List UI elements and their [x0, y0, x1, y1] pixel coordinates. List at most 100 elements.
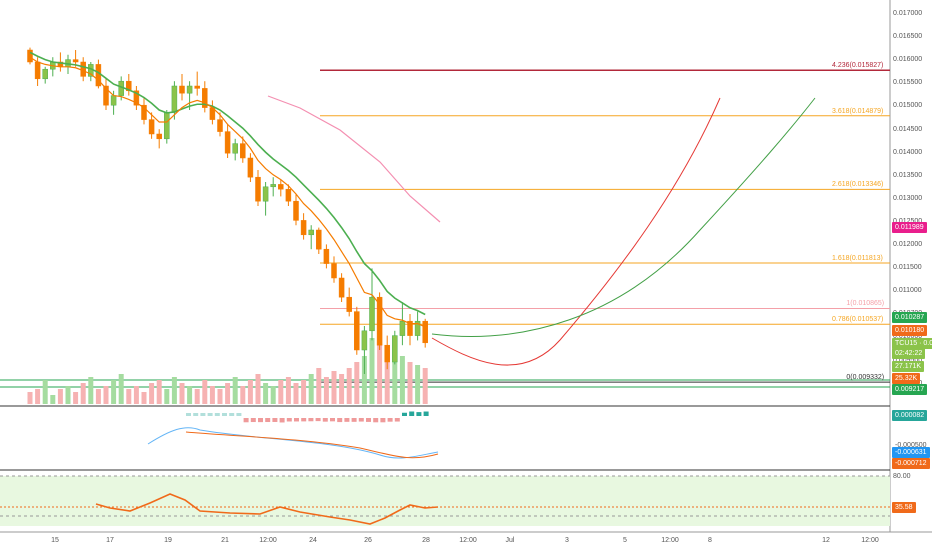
time-axis-tick: 12:00: [861, 537, 879, 544]
signal-line: [186, 432, 438, 458]
volume-bar: [377, 344, 382, 404]
candle-body: [195, 86, 200, 88]
volume-bar: [195, 389, 200, 404]
time-axis-tick: 12: [822, 537, 830, 544]
macd-histogram-bar: [236, 413, 241, 416]
ema-slow-line: [30, 52, 425, 314]
macd-histogram-bar: [186, 413, 191, 416]
macd-tag: -0.000631: [892, 447, 930, 458]
candle-body: [309, 230, 314, 235]
volume-bar: [43, 380, 48, 404]
volume-bar: [248, 380, 253, 404]
projection-red: [432, 98, 720, 365]
macd-histogram-bar: [395, 418, 400, 422]
candle-body: [271, 184, 276, 186]
volume-bar: [180, 383, 185, 404]
volume-bar: [142, 392, 147, 404]
candle-body: [286, 189, 291, 201]
volume-bar: [164, 389, 169, 404]
volume-bar: [392, 359, 397, 404]
macd-histogram-bar: [359, 418, 364, 422]
candle-body: [301, 220, 306, 234]
candle-body: [316, 230, 321, 249]
candle-body: [347, 297, 352, 311]
volume-bar: [332, 371, 337, 404]
price-tag: 02:42:22: [892, 348, 925, 359]
time-axis-tick: 21: [221, 537, 229, 544]
macd-histogram-bar: [287, 418, 292, 421]
macd-histogram-bar: [388, 418, 393, 422]
candle-body: [392, 336, 397, 362]
time-axis-tick: 12:00: [259, 537, 277, 544]
candle-body: [362, 331, 367, 350]
candle-body: [35, 62, 40, 79]
price-axis-tick: 0.016500: [893, 32, 922, 42]
candle-body: [149, 120, 154, 134]
volume-bar: [119, 374, 124, 404]
macd-histogram-bar: [229, 413, 234, 416]
volume-bar: [126, 389, 131, 404]
volume-bar: [96, 389, 101, 404]
fib-label: 3.618(0.014879): [832, 107, 883, 116]
price-tag: 0.011989: [892, 222, 927, 233]
macd-histogram-bar: [344, 418, 349, 422]
macd-histogram-bar: [301, 418, 306, 421]
volume-bar: [172, 377, 177, 404]
fib-label: 0.786(0.010537): [832, 315, 883, 324]
macd-histogram-bar: [222, 413, 227, 416]
price-axis-tick: 0.013000: [893, 194, 922, 204]
volume-bar: [263, 383, 268, 404]
macd-histogram-bar: [380, 418, 385, 422]
macd-histogram-bar: [409, 412, 414, 416]
price-axis-tick: 0.014500: [893, 125, 922, 135]
macd-histogram-bar: [416, 412, 421, 416]
projection-green: [432, 98, 815, 336]
price-axis-tick: 0.017000: [893, 9, 922, 19]
candle-body: [400, 321, 405, 335]
macd-histogram-bar: [352, 418, 357, 422]
candle-body: [218, 120, 223, 132]
volume-bar: [88, 377, 93, 404]
volume-bar: [400, 356, 405, 404]
macd-histogram-bar: [373, 418, 378, 422]
macd-histogram-bar: [366, 418, 371, 422]
volume-bar: [316, 368, 321, 404]
time-axis-tick: 5: [623, 537, 627, 544]
time-axis-tick: 28: [422, 537, 430, 544]
candle-body: [278, 184, 283, 189]
candle-body: [294, 201, 299, 220]
macd-histogram-bar: [215, 413, 220, 416]
macd-tag: -0.000712: [892, 458, 930, 469]
fib-label: 4.236(0.015827): [832, 61, 883, 70]
volume-bar: [324, 377, 329, 404]
macd-histogram-bar: [244, 418, 249, 422]
candle-body: [240, 144, 245, 158]
candle-body: [339, 278, 344, 297]
fib-label: 2.618(0.013346): [832, 180, 883, 189]
volume-bar: [301, 380, 306, 404]
macd-tag: 0.000082: [892, 410, 927, 421]
volume-bar: [81, 383, 86, 404]
price-tag: 0.009217: [892, 384, 927, 395]
price-axis-tick: 0.011500: [893, 263, 922, 273]
time-axis-tick: 26: [364, 537, 372, 544]
candle-body: [225, 132, 230, 154]
candle-body: [172, 86, 177, 112]
volume-bar: [286, 377, 291, 404]
candle-body: [111, 96, 116, 106]
price-axis-tick: 0.016000: [893, 55, 922, 65]
rsi-value-tag: 35.58: [892, 502, 916, 513]
volume-bar: [370, 338, 375, 404]
volume-bar: [35, 389, 40, 404]
candle-body: [233, 144, 238, 154]
volume-bar: [210, 386, 215, 404]
candle-body: [354, 312, 359, 350]
candle-body: [256, 177, 261, 201]
price-axis-tick: 0.015500: [893, 78, 922, 88]
fib-label: 0(0.009332): [846, 373, 884, 382]
price-axis-tick: 0.015000: [893, 101, 922, 111]
volume-bar: [415, 365, 420, 404]
volume-bar: [256, 374, 261, 404]
volume-bar: [104, 386, 109, 404]
